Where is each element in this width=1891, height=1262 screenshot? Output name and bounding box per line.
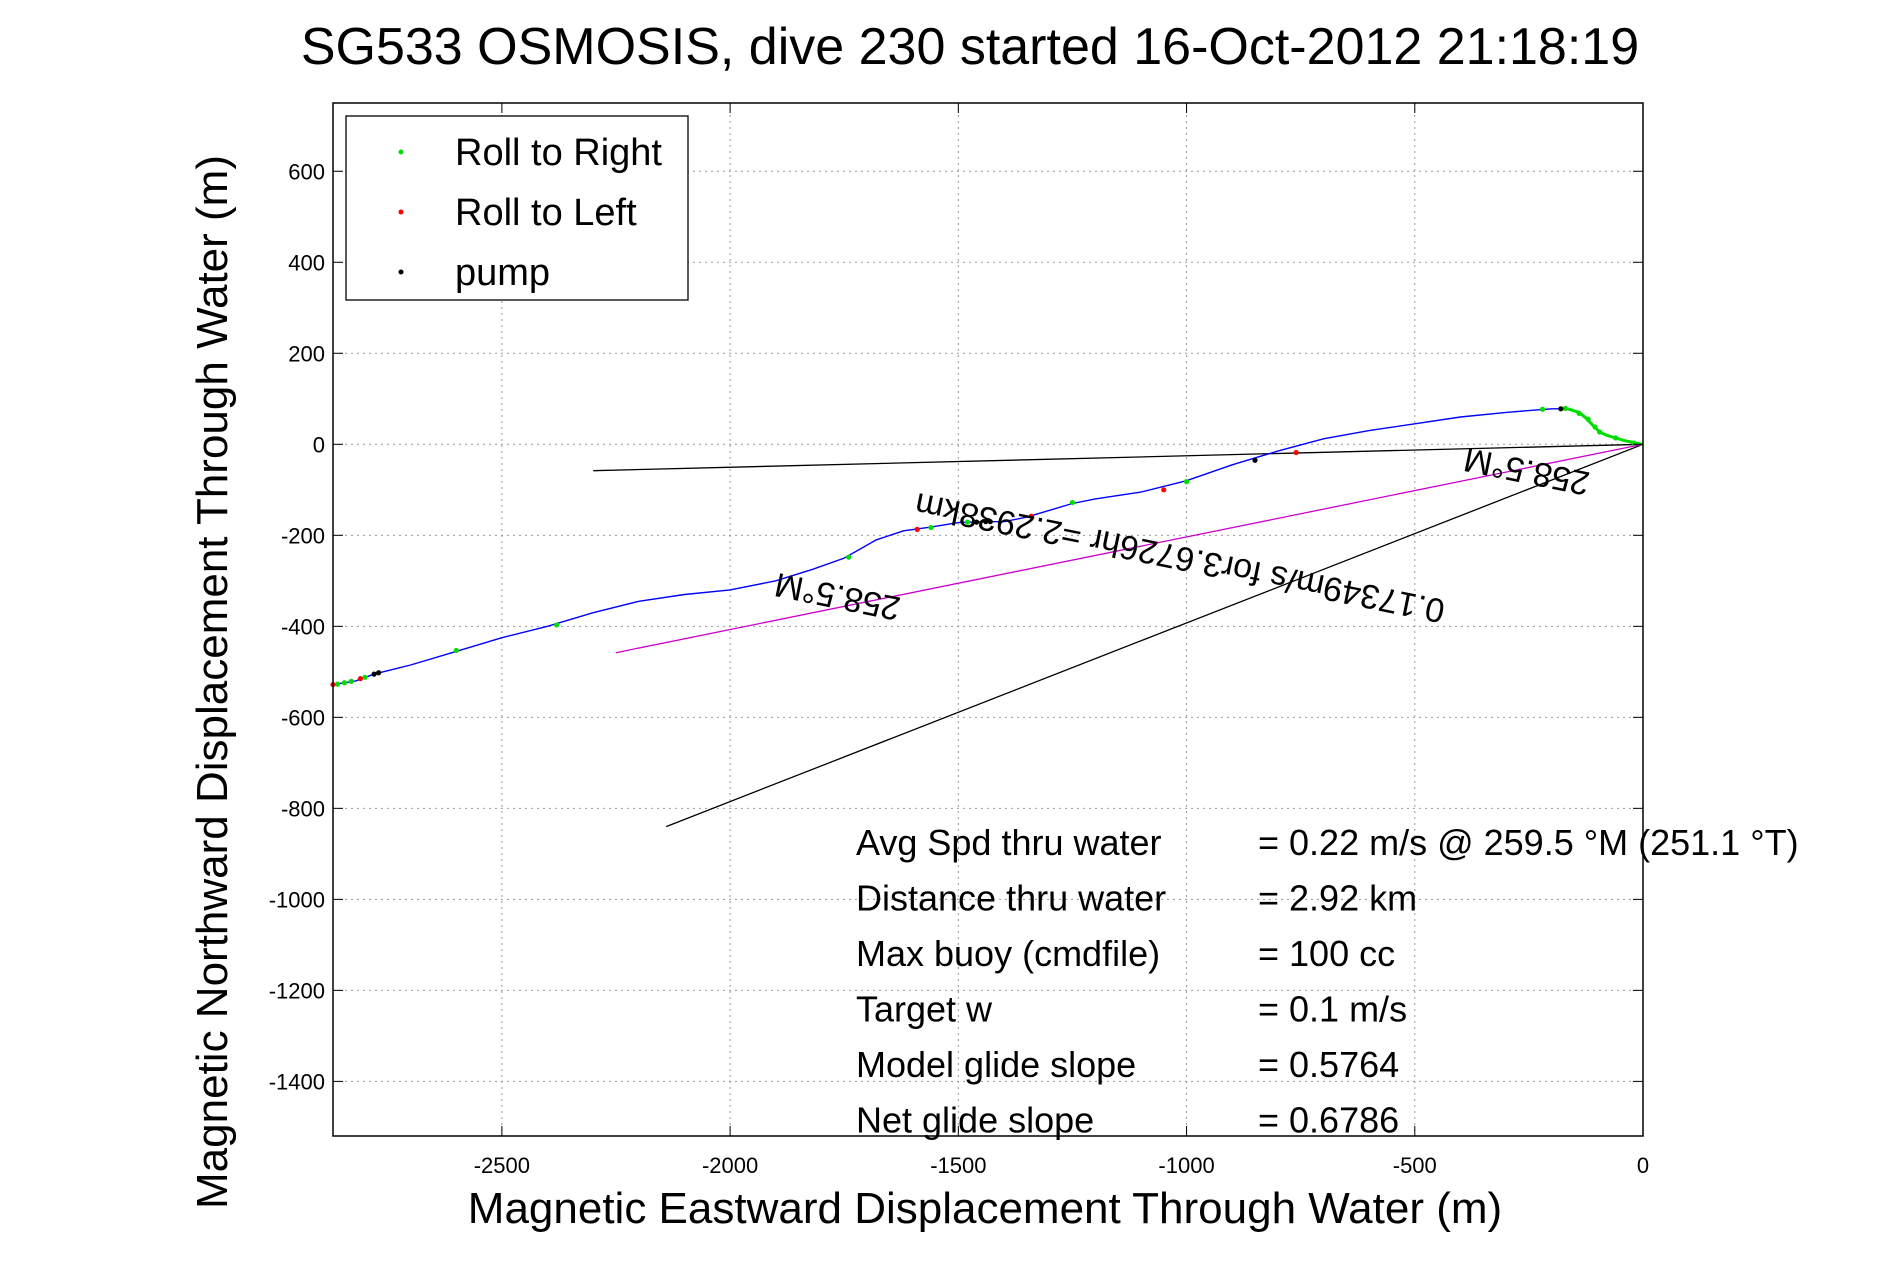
x-tick-label: -1500: [930, 1153, 986, 1178]
annotation-label: Model glide slope: [856, 1044, 1136, 1085]
legend-label: Roll to Left: [455, 192, 637, 234]
x-tick-label: -1000: [1158, 1153, 1214, 1178]
y-axis-label: Magnetic Northward Displacement Through …: [188, 155, 237, 1209]
y-tick-label: -400: [281, 614, 325, 639]
roll-right-point: [1585, 416, 1591, 422]
legend-label: pump: [455, 252, 550, 294]
legend: Roll to Right Roll to Left pump: [345, 115, 689, 301]
legend-marker: [398, 149, 404, 155]
y-tick-label: -1400: [269, 1069, 325, 1094]
roll-right-point: [1592, 424, 1598, 430]
roll-right-point: [554, 622, 560, 628]
x-axis-label: Magnetic Eastward Displacement Through W…: [468, 1184, 1502, 1233]
roll-left-point: [357, 676, 363, 682]
series: [330, 405, 1644, 828]
roll-right-point: [1576, 410, 1582, 416]
pump-point: [983, 519, 989, 525]
y-tick-label: -200: [281, 523, 325, 548]
roll-right-point: [1597, 429, 1603, 435]
plot-frame: [332, 102, 1644, 1137]
roll-right-point: [1539, 406, 1546, 412]
annotation-label: Target w: [856, 989, 993, 1030]
annotation-label: Max buoy (cmdfile): [856, 933, 1160, 974]
legend-box: [345, 115, 689, 301]
pump-point: [376, 670, 382, 676]
annotations: Avg Spd thru water = 0.22 m/s @ 259.5 °M …: [856, 822, 1799, 1141]
roll-right-point: [453, 647, 459, 654]
heading-line: [665, 443, 1644, 828]
pump-point: [987, 519, 993, 525]
annotation-label: Net glide slope: [856, 1100, 1094, 1141]
chart-title: SG533 OSMOSIS, dive 230 started 16-Oct-2…: [301, 18, 1639, 76]
pump-point: [973, 519, 980, 525]
roll-right-point: [1562, 405, 1569, 411]
pump-point: [1558, 406, 1564, 412]
roll-right-point: [1069, 499, 1076, 506]
roll-right-point: [846, 554, 852, 560]
annotation-label: Distance thru water: [856, 878, 1166, 919]
y-tick-label: -600: [281, 705, 325, 730]
heading-line: [593, 443, 1644, 472]
roll-right-point: [928, 524, 934, 531]
pump-point: [371, 671, 377, 677]
roll-left-point: [1161, 487, 1167, 493]
y-tick-label: -1000: [269, 887, 325, 912]
annotation-value: = 0.22 m/s @ 259.5 °M (251.1 °T): [1258, 822, 1799, 863]
y-tick-label: 200: [288, 341, 325, 366]
y-tick-label: -800: [281, 796, 325, 821]
roll-right-point: [362, 674, 368, 680]
grid: [333, 103, 1644, 1136]
roll-right-point: [341, 680, 348, 686]
legend-marker: [398, 269, 404, 275]
y-tick-label: 600: [288, 159, 325, 184]
annotation-value: = 0.1 m/s: [1258, 989, 1407, 1030]
x-tick-label: -500: [1393, 1153, 1437, 1178]
roll-left-point: [1028, 513, 1034, 519]
annotation-value: = 2.92 km: [1258, 878, 1417, 919]
x-tick-label: -2000: [702, 1153, 758, 1178]
roll-left-point: [1293, 449, 1299, 456]
roll-right-point: [334, 681, 341, 687]
pump-point: [1252, 457, 1258, 463]
x-tick-label: -2500: [474, 1153, 530, 1178]
annotation-value: = 0.5764: [1258, 1044, 1399, 1085]
y-tick-label: -1200: [269, 978, 325, 1003]
roll-right-point: [348, 678, 354, 684]
roll-left-point: [914, 526, 920, 532]
roll-right-point: [1183, 479, 1190, 485]
roll-right-point: [1613, 435, 1619, 441]
heading-line: [615, 443, 1644, 654]
x-tick-label: 0: [1637, 1153, 1649, 1178]
legend-label: Roll to Right: [455, 132, 662, 174]
annotation-value: = 0.6786: [1258, 1100, 1399, 1141]
y-tick-label: 400: [288, 250, 325, 275]
y-tick-label: 0: [313, 432, 325, 457]
ticks: -2500 -2000 -1500 -1000 -500 0 600 400 200 0 -200 -…: [269, 103, 1649, 1178]
annotation-label: Avg Spd thru water: [856, 822, 1162, 863]
annotation-value: = 100 cc: [1258, 933, 1395, 974]
legend-marker: [398, 209, 404, 215]
roll-right-point: [964, 519, 971, 525]
